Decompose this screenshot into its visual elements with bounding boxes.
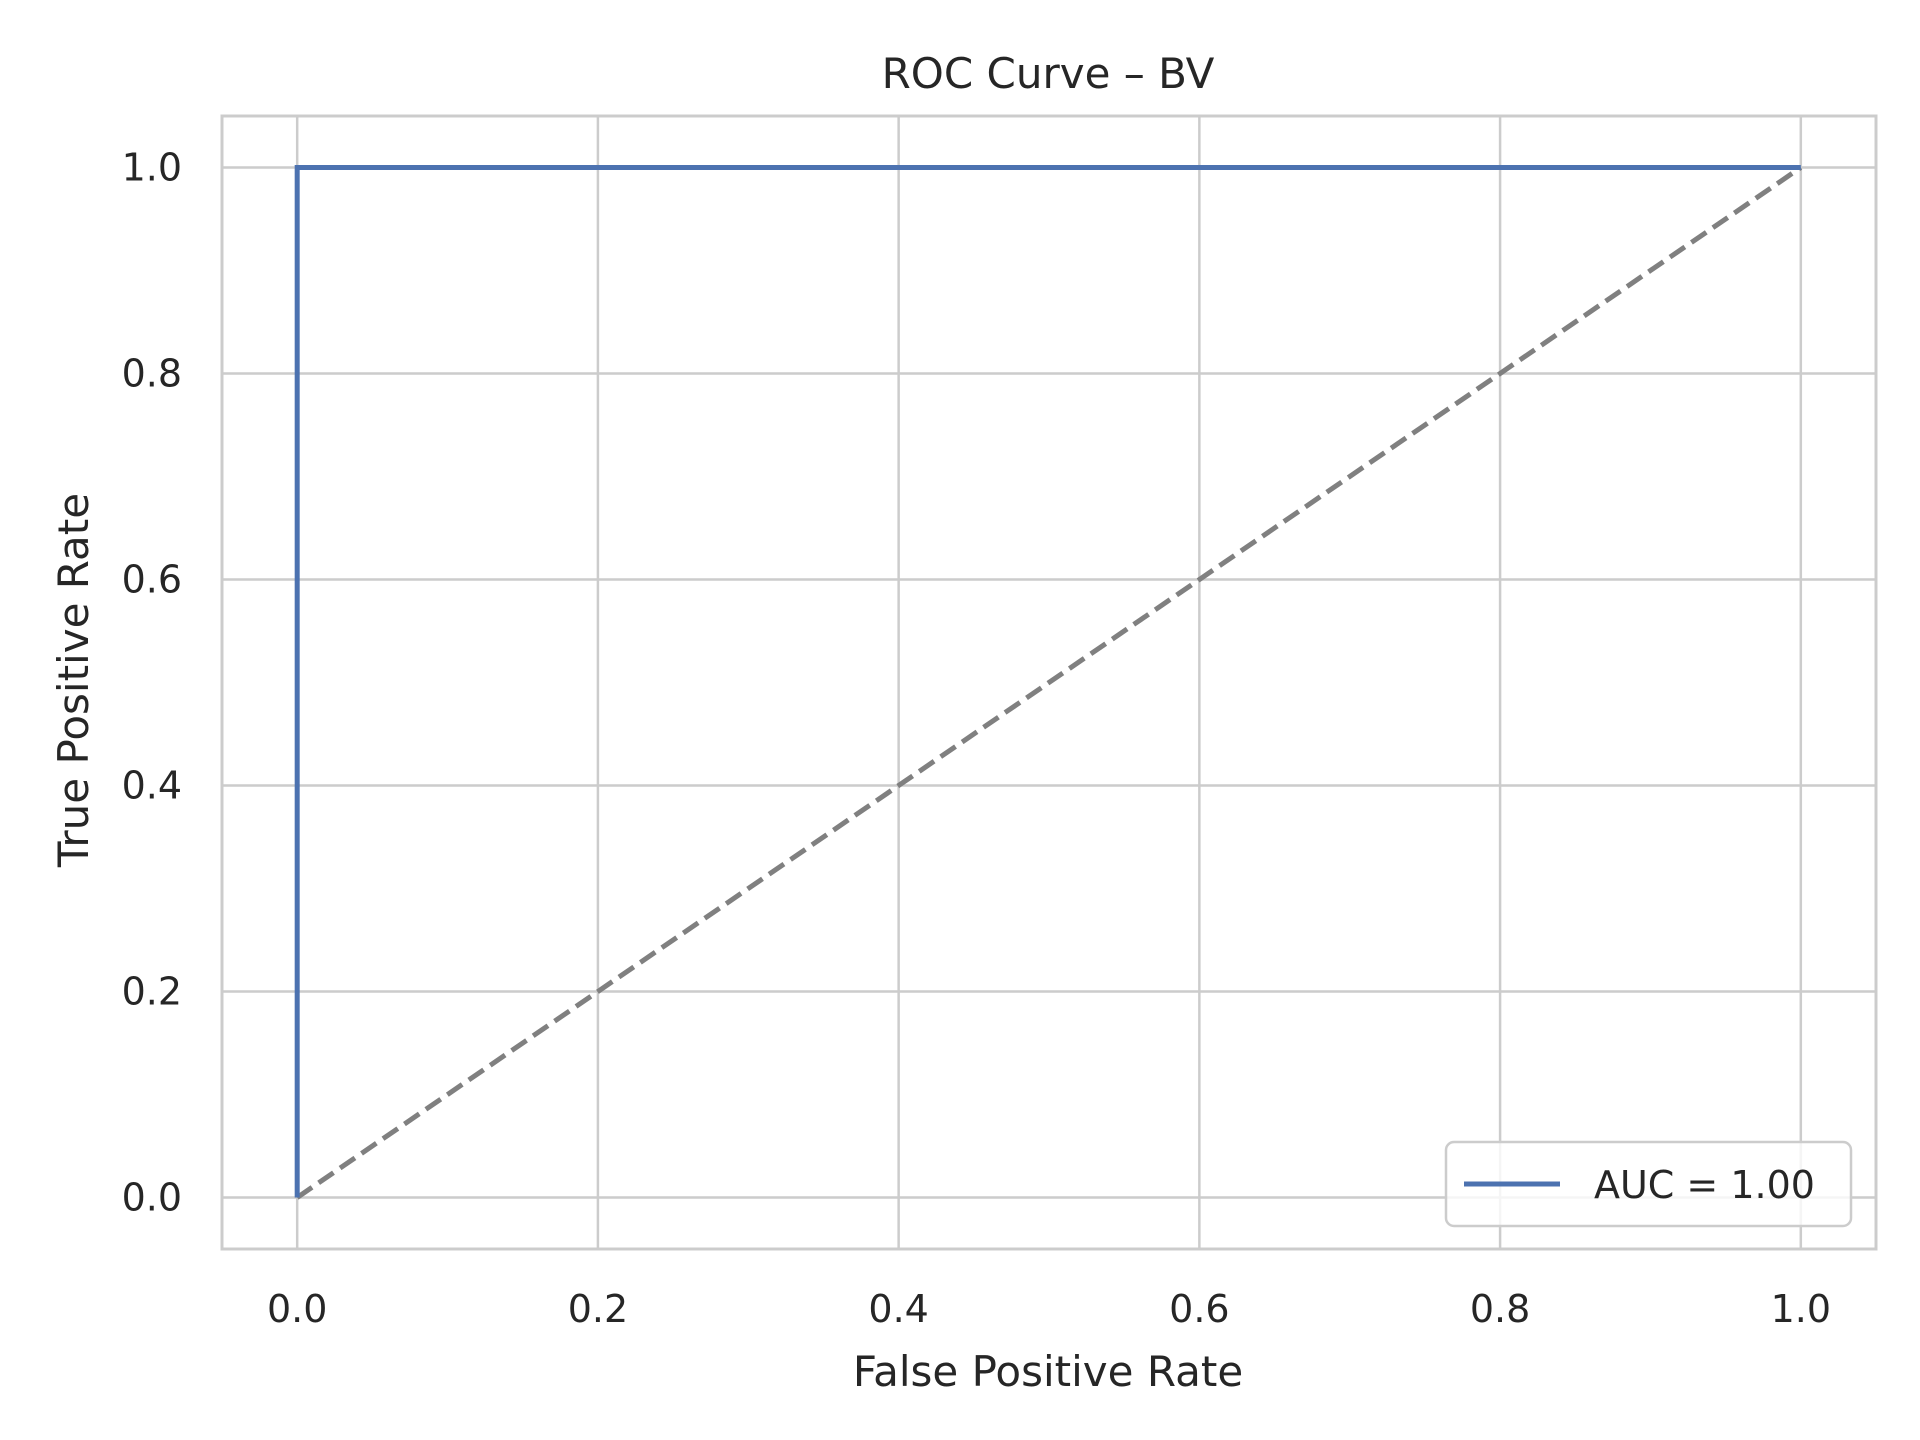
plot-layer — [294, 165, 1803, 1200]
y-tick-label: 0.4 — [122, 764, 182, 808]
chance-diagonal-line — [295, 165, 1803, 1200]
chart-title: ROC Curve – BV — [882, 49, 1215, 98]
plot-frame — [220, 114, 1878, 1251]
y-tick-label: 0.0 — [122, 1176, 182, 1220]
x-tick-label: 1.0 — [1771, 1287, 1831, 1331]
legend-label: AUC = 1.00 — [1594, 1163, 1815, 1207]
x-tick-label: 0.4 — [868, 1287, 928, 1331]
x-tick-label: 0.6 — [1169, 1287, 1229, 1331]
y-tick-label: 0.6 — [122, 558, 182, 602]
x-tick-label: 0.8 — [1470, 1287, 1530, 1331]
y-axis-label: True Positive Rate — [49, 493, 98, 868]
tick-layer: 0.0 0.2 0.4 0.6 0.8 1.0 0.0 0.2 0.4 0.6 0.8 1.0 — [122, 146, 1831, 1332]
y-tick-label: 1.0 — [122, 146, 182, 190]
legend: AUC = 1.00 — [1444, 1140, 1853, 1228]
x-tick-label: 0.2 — [568, 1287, 628, 1331]
x-axis-label: False Positive Rate — [853, 1347, 1243, 1396]
y-tick-label: 0.2 — [122, 970, 182, 1014]
x-tick-label: 0.0 — [267, 1287, 327, 1331]
roc-curve-line — [294, 165, 1801, 1198]
y-tick-label: 0.8 — [122, 352, 182, 396]
legend-box — [1444, 1140, 1853, 1228]
